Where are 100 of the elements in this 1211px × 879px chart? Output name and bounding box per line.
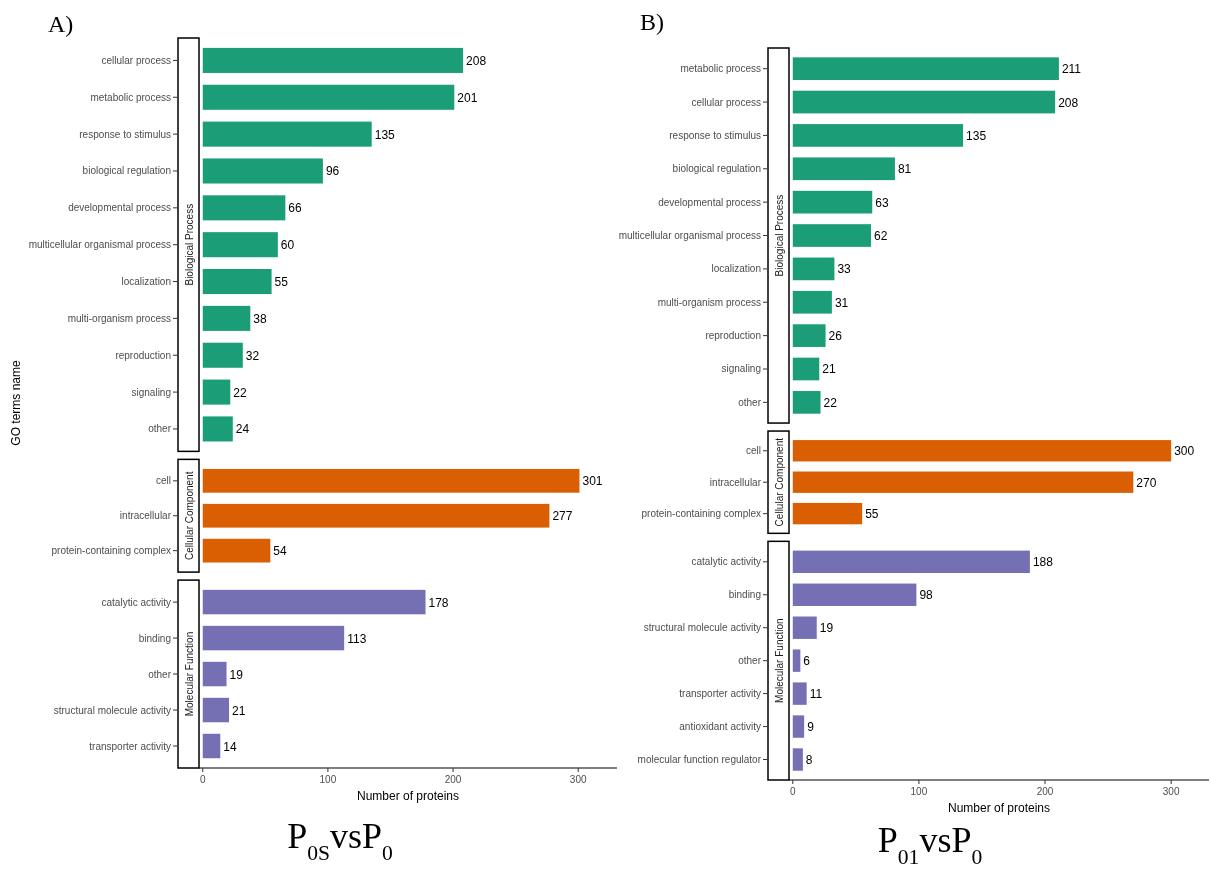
bar [792,649,801,672]
y-tick-label: other [148,668,172,680]
y-tick-label: signaling [131,386,171,398]
text: Biological Process [183,203,195,286]
bar [792,550,1030,574]
bar [202,342,243,368]
data-label: 54 [273,544,288,559]
y-tick-label: developmental process [658,196,761,208]
bar [792,57,1059,81]
data-label: 135 [374,127,396,142]
y-tick-label: metabolic process [90,91,171,103]
y-tick-label: antioxidant activity [679,721,761,733]
y-tick-label: intracellular [119,510,172,522]
chart-title: B) [640,9,664,35]
y-tick-label: binding [138,632,171,644]
data-label: 60 [280,238,295,253]
x-tick-label: 100 [319,774,337,785]
y-tick-label: catalytic activity [101,596,171,608]
y-tick-label: localization [121,276,171,288]
y-tick-label: response to stimulus [669,129,761,141]
bar [202,195,286,221]
y-tick-label: intracellular [709,476,762,488]
text: Cellular Component [773,437,785,527]
data-label: 113 [347,631,367,646]
y-tick-label: metabolic process [680,63,761,75]
data-label: 55 [274,275,289,290]
data-label: 21 [822,362,836,377]
bar [792,682,807,705]
bar [202,269,272,295]
y-tick-label: reproduction [115,349,171,361]
data-label: 19 [229,667,244,682]
data-label: 208 [1058,95,1079,110]
data-label: 6 [803,654,811,669]
x-tick-label: 200 [1036,786,1054,797]
data-label: 300 [1174,444,1195,459]
y-tick-label: cellular process [691,96,761,108]
y-tick-label: reproduction [705,330,761,342]
y-tick-label: multicellular organismal process [618,230,761,242]
bar [202,625,345,651]
bar [792,290,832,314]
text: P$_{01}$vsP$_{0}$ [877,820,983,869]
text: Molecular Function [773,618,785,703]
bar [202,416,233,442]
bar [792,391,821,414]
bar [202,733,221,759]
y-tick-label: molecular function regulator [637,754,762,766]
text: Cellular Component [183,471,195,560]
bar [792,748,803,771]
bar [792,583,917,606]
bar [792,124,964,147]
data-label: 188 [1032,555,1054,570]
bar [202,121,372,147]
data-label: 11 [809,687,823,702]
text: Biological Process [773,194,785,277]
bar [202,232,278,258]
bar [202,84,455,110]
y-tick-label: protein-containing complex [51,545,171,557]
y-tick-label: signaling [721,363,761,375]
chart-title: A) [48,11,74,37]
data-label: 14 [223,739,237,754]
data-label: 301 [582,474,603,489]
y-tick-label: localization [711,263,761,275]
bar [792,715,805,738]
data-label: 24 [235,422,250,437]
data-label: 8 [805,753,813,768]
data-label: 38 [253,311,267,326]
data-label: 135 [966,128,987,143]
y-tick-label: biological regulation [82,165,171,177]
data-label: 33 [837,262,852,277]
y-tick-label: other [738,655,762,667]
x-tick-label: 100 [910,786,928,797]
bar [792,324,826,347]
data-label: 66 [288,201,303,216]
y-tick-label: structural molecule activity [643,622,761,634]
bar [202,158,323,184]
y-tick-label: cell [155,475,171,487]
bar [202,379,231,405]
y-tick-label: binding [728,589,761,601]
bar [792,224,871,247]
data-label: 270 [1136,475,1157,490]
x-tick-label: 0 [790,786,796,797]
data-label: 62 [873,229,888,244]
y-tick-label: structural molecule activity [53,704,171,716]
data-label: 96 [325,164,340,179]
data-label: 178 [428,595,449,610]
data-label: 211 [1061,62,1082,77]
y-tick-label: other [148,423,172,435]
y-tick-label: transporter activity [679,688,761,700]
x-tick-label: 300 [569,774,587,785]
y-tick-label: transporter activity [89,740,171,752]
bar [792,616,817,639]
data-label: 21 [232,703,246,718]
data-label: 208 [466,53,487,68]
bar [202,47,464,73]
y-tick-label: developmental process [68,202,171,214]
data-label: 32 [245,348,260,363]
data-label: 63 [875,195,889,210]
y-tick-label: multicellular organismal process [28,239,171,251]
bar [202,305,251,331]
text: P$_{0S}$vsP$_{0}$ [287,816,393,865]
